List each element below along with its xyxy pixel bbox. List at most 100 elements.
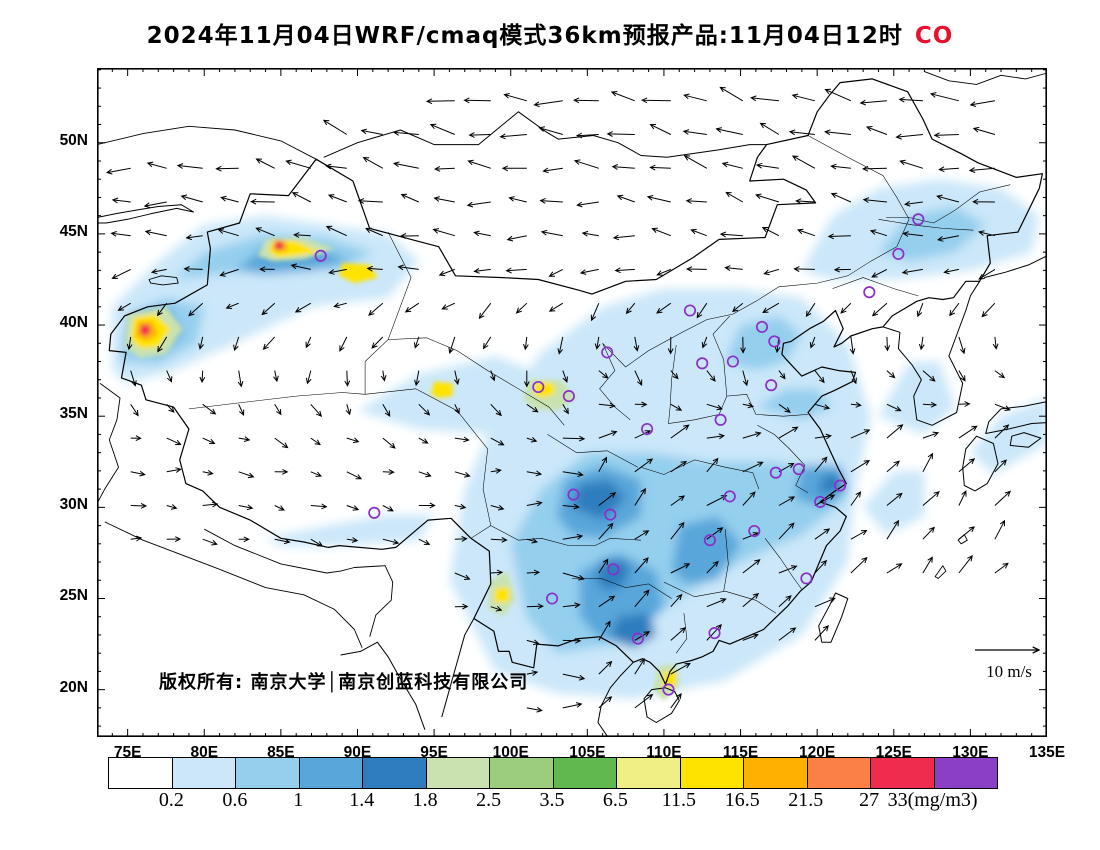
coastline-border (340, 641, 426, 730)
wind-arrow (328, 268, 347, 275)
province-border (365, 388, 492, 539)
wind-arrow (365, 227, 383, 237)
wind-arrow (310, 403, 323, 418)
wind-arrow (634, 487, 647, 506)
wind-arrow (202, 437, 216, 445)
colorbar-segment (363, 758, 427, 788)
wind-arrow (814, 559, 828, 574)
lat-axis-label: 30N (59, 496, 88, 514)
colorbar-segment (172, 758, 236, 788)
province-border (668, 315, 731, 424)
wind-arrow (696, 302, 708, 319)
coastline-border (1009, 432, 1042, 448)
wind-arrow (146, 161, 167, 169)
wind-arrow (762, 302, 780, 313)
station-marker (748, 524, 761, 538)
wind-vector-field (105, 86, 1012, 713)
station-marker (607, 563, 620, 576)
wind-arrow (400, 193, 419, 203)
wind-arrow (805, 302, 816, 318)
contour-region (357, 356, 557, 435)
wind-arrow (176, 163, 203, 169)
coastline-border (104, 521, 363, 648)
wind-arrow (382, 469, 395, 475)
wind-arrow (255, 158, 275, 169)
station-marker (546, 592, 559, 605)
wind-arrow (274, 538, 291, 545)
wind-arrow (958, 370, 966, 382)
wind-arrow (526, 537, 539, 544)
colorbar-tick-label: 6.5 (602, 789, 628, 811)
wind-arrow (929, 92, 960, 102)
wind-arrow (958, 526, 975, 540)
lon-axis-label: 115E (722, 744, 759, 761)
wind-arrow (969, 100, 995, 107)
coastline-border (97, 383, 121, 504)
wind-arrow (958, 401, 971, 407)
wind-arrow (706, 598, 727, 608)
wind-arrow (886, 424, 904, 439)
wind-arrow (490, 370, 496, 382)
wind-arrow (305, 336, 312, 349)
wind-arrow (788, 129, 815, 136)
station-marker (769, 466, 782, 479)
wind-arrow (526, 569, 541, 576)
wind-arrow (273, 370, 279, 383)
wind-arrow (598, 696, 613, 709)
coastline-border (597, 661, 634, 737)
wind-arrow (202, 538, 218, 546)
wind-arrow (958, 425, 978, 439)
wind-arrow (380, 370, 387, 382)
wind-arrow (685, 198, 707, 204)
wind-arrow (742, 461, 764, 473)
contour-region (878, 206, 986, 262)
wind-arrow (327, 194, 347, 203)
wind-arrow (382, 404, 391, 417)
lon-axis-label: 110E (646, 744, 682, 761)
wind-arrow (649, 164, 671, 171)
wind-arrow (814, 403, 831, 410)
wind-arrow (294, 302, 312, 313)
wind-arrow (466, 201, 491, 208)
wind-arrow (188, 302, 204, 317)
wind-arrow (225, 302, 239, 309)
wind-arrow (958, 458, 976, 473)
colorbar-tick-label: 33(mg/m3) (887, 789, 978, 811)
wind-arrow (690, 228, 707, 237)
wind-arrow (791, 93, 816, 102)
wind-arrow (130, 370, 137, 387)
wind-arrow (850, 370, 857, 385)
coastline-border (97, 125, 317, 160)
wind-arrow (238, 471, 255, 479)
wind-arrow (322, 119, 348, 135)
contour-region (755, 388, 833, 420)
wind-arrow (130, 502, 148, 509)
lat-axis-label: 45N (59, 222, 88, 240)
wind-arrow (862, 197, 887, 203)
wind-arrow (634, 658, 646, 675)
wind-arrow (590, 303, 600, 322)
wind-arrow (166, 536, 182, 543)
coastline-border (924, 71, 1046, 85)
map-frame: 版权所有: 南京大学│南京创蓝科技有限公司 10 m/s (97, 68, 1047, 737)
wind-arrow (606, 131, 635, 137)
wind-arrow (505, 267, 527, 274)
wind-arrow (261, 302, 276, 316)
wind-arrow (814, 433, 833, 440)
wind-arrow (526, 706, 543, 713)
wind-arrow (362, 157, 384, 169)
wind-arrow (763, 268, 780, 276)
wind-arrow (968, 167, 995, 173)
wind-arrow (634, 693, 654, 709)
wind-arrow (742, 633, 759, 641)
page-title: 2024年11月04日WRF/cmaq模式36km预报产品:11月04日12时 C… (0, 16, 1100, 50)
wind-arrow (310, 503, 328, 510)
station-marker (532, 380, 545, 394)
wind-arrow (433, 196, 455, 203)
wind-arrow (895, 133, 923, 140)
wind-arrow (943, 268, 960, 275)
wind-arrow (833, 266, 851, 273)
wind-arrow (871, 302, 888, 317)
station-marker (726, 355, 739, 368)
contour-region (533, 381, 556, 398)
